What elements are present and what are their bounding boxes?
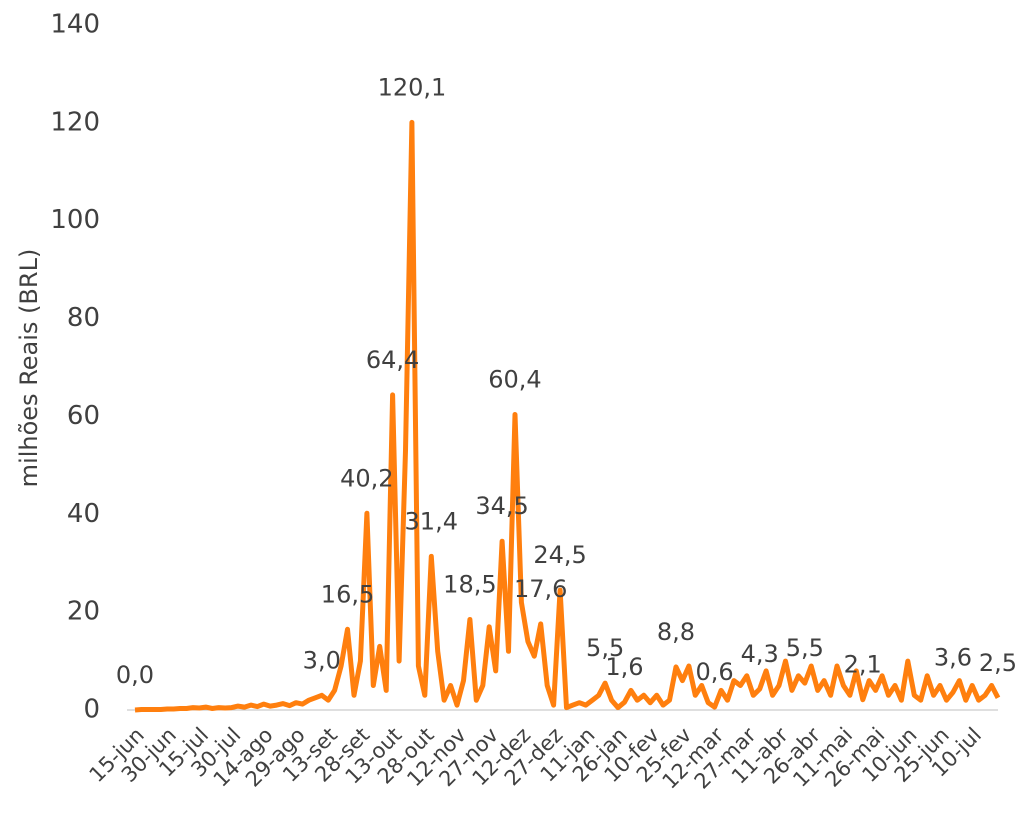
data-label: 17,6	[514, 575, 567, 603]
data-label: 18,5	[443, 570, 496, 598]
data-label: 60,4	[488, 365, 541, 393]
data-label: 2,1	[844, 651, 882, 679]
y-tick-label: 40	[67, 499, 100, 529]
y-tick-label: 100	[50, 205, 100, 235]
data-label: 1,6	[605, 653, 643, 681]
y-tick-label: 20	[67, 597, 100, 627]
data-label: 31,4	[405, 507, 458, 535]
data-label: 0,0	[116, 661, 154, 689]
data-label: 5,5	[586, 634, 624, 662]
data-label: 5,5	[786, 634, 824, 662]
y-tick-label: 80	[67, 303, 100, 333]
data-label: 16,5	[321, 580, 374, 608]
data-label: 120,1	[378, 73, 447, 101]
data-label: 24,5	[533, 541, 586, 569]
data-label: 4,3	[741, 640, 779, 668]
data-label: 40,2	[340, 464, 393, 492]
data-label: 8,8	[657, 618, 695, 646]
y-tick-label: 0	[83, 695, 100, 725]
data-label: 0,6	[696, 658, 734, 686]
data-label: 3,6	[934, 643, 972, 671]
data-label: 2,5	[979, 649, 1015, 677]
y-tick-label: 120	[50, 107, 100, 137]
data-label: 64,4	[366, 346, 419, 374]
y-tick-label: 140	[50, 10, 100, 40]
line	[134, 119, 1001, 713]
y-axis-label: milhões Reais (BRL)	[15, 249, 43, 488]
data-label: 3,0	[303, 646, 341, 674]
y-tick-label: 60	[67, 401, 100, 431]
data-label: 34,5	[475, 492, 528, 520]
